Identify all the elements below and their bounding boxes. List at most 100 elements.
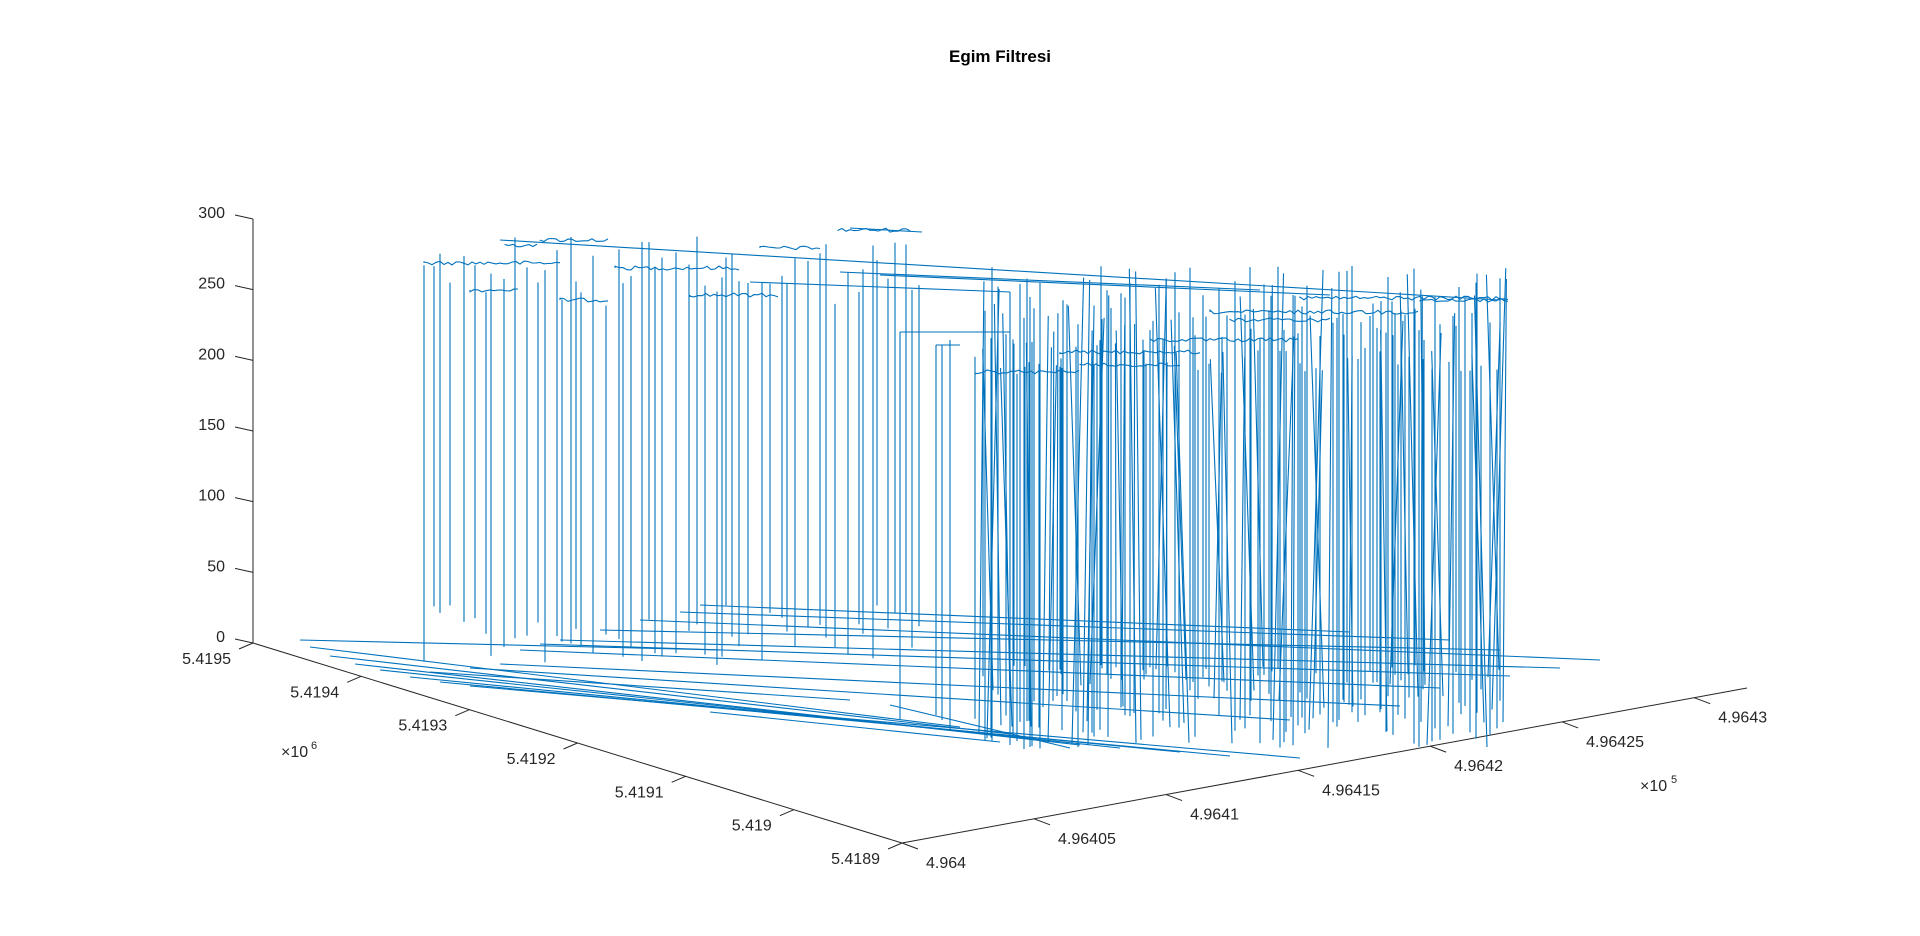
- z-tick-label: 0: [216, 629, 225, 646]
- z-tick-mark: [234, 567, 254, 573]
- elevation-spike: [1048, 347, 1052, 671]
- x-tick-mark: [1165, 794, 1183, 802]
- y-tick-label: 5.4194: [290, 684, 339, 701]
- elevation-spike: [1173, 345, 1187, 680]
- y-axis-multiplier: ×10 6: [281, 740, 317, 761]
- x-axis-line: [901, 687, 1748, 844]
- elevation-spike: [1290, 294, 1294, 717]
- data-series: [299, 227, 1601, 759]
- x-tick-label: 4.9642: [1454, 758, 1503, 775]
- plateau-line: [1149, 337, 1299, 343]
- z-tick-mark: [234, 285, 254, 291]
- z-tick-label: 100: [198, 488, 225, 505]
- x-tick-mark: [1561, 721, 1579, 729]
- y-tick-mark: [455, 709, 470, 717]
- elevation-spike: [1327, 288, 1333, 748]
- plateau-line: [689, 292, 779, 298]
- x-tick-label: 4.9643: [1718, 710, 1767, 727]
- axes: [252, 219, 1748, 844]
- elevation-spike: [1431, 351, 1444, 697]
- track-line: [469, 685, 1301, 759]
- elevation-spike: [1067, 305, 1082, 686]
- elevation-spike: [1042, 315, 1049, 708]
- elevation-spike: [1052, 331, 1055, 701]
- elevation-spike: [1165, 278, 1168, 667]
- z-tick-label: 300: [198, 205, 225, 222]
- z-tick-mark: [234, 426, 254, 432]
- elevation-spike: [1420, 289, 1426, 685]
- z-tick-label: 50: [207, 558, 225, 575]
- elevation-spike: [1399, 292, 1409, 675]
- plateau-line: [1209, 308, 1419, 315]
- z-tick-mark: [234, 497, 254, 503]
- plateau-line: [559, 297, 609, 303]
- elevation-spike: [1239, 296, 1255, 691]
- elevation-spike: [1087, 330, 1093, 746]
- elevation-spike: [1252, 308, 1264, 667]
- elevation-spike: [1309, 315, 1325, 708]
- plateau-line: [423, 260, 561, 266]
- track-line: [469, 667, 1291, 721]
- y-tick-mark: [563, 742, 578, 750]
- plateau-line: [1419, 297, 1509, 303]
- elevation-spike: [1121, 324, 1126, 680]
- plateau-line: [539, 237, 609, 243]
- track-line: [299, 639, 721, 651]
- track-line: [439, 681, 1231, 757]
- track-line: [849, 227, 923, 233]
- x-ticks: 4.964 4.96405 4.9641 4.96415 4.9642 4.96425 4.…: [901, 697, 1767, 872]
- elevation-spike: [1128, 268, 1137, 743]
- elevation-spike: [1170, 319, 1185, 723]
- track-line: [309, 646, 961, 728]
- elevation-spike: [1025, 342, 1032, 727]
- plateau-line: [1229, 317, 1331, 323]
- z-ticks: 0 50 100 150 200 250 300: [198, 205, 254, 646]
- x-tick-label: 4.96415: [1322, 782, 1380, 799]
- elevation-spike: [1347, 357, 1354, 707]
- z-tick-label: 150: [198, 417, 225, 434]
- elevation-spike: [1502, 279, 1507, 723]
- elevation-spike: [1485, 274, 1500, 670]
- y-multiplier-base: 10: [290, 744, 308, 761]
- x-tick-label: 4.964: [926, 855, 966, 872]
- svg-text:×10: ×10: [1640, 778, 1667, 795]
- x-axis-multiplier: ×10 5: [1640, 774, 1677, 795]
- z-tick-mark: [234, 214, 254, 220]
- elevation-spike: [1491, 268, 1507, 710]
- elevation-spike: [1154, 288, 1171, 728]
- y-tick-label: 5.4192: [507, 751, 556, 768]
- elevation-spike: [1135, 271, 1142, 740]
- plateau-line: [759, 245, 821, 251]
- plateau-line: [974, 369, 1080, 375]
- z-tick-mark: [234, 355, 254, 361]
- track-line: [879, 274, 1331, 296]
- elevation-spike: [1426, 333, 1442, 745]
- y-tick-mark: [779, 809, 795, 817]
- y-tick-mark: [671, 775, 686, 783]
- x-multiplier-base: 10: [1649, 778, 1667, 795]
- elevation-spike: [1471, 354, 1485, 723]
- x-tick-mark: [1429, 745, 1447, 753]
- elevation-spike: [1209, 359, 1225, 683]
- elevation-spike: [1380, 329, 1388, 731]
- x-tick-mark: [1694, 697, 1711, 705]
- y-tick-label: 5.4189: [831, 851, 880, 868]
- plateau-line: [1079, 362, 1181, 368]
- y-tick-label: 5.4193: [398, 718, 447, 735]
- x-tick-label: 4.96405: [1058, 831, 1116, 848]
- plateau-line: [504, 243, 538, 248]
- y-tick-label: 5.4191: [615, 784, 664, 801]
- elevation-spike: [993, 303, 1002, 726]
- elevation-spike: [1082, 279, 1091, 733]
- y-tick-mark: [346, 675, 362, 683]
- track-line: [329, 655, 1011, 735]
- elevation-spike: [1292, 295, 1296, 746]
- y-ticks: 5.4189 5.419 5.4191 5.4192 5.4193 5.4194 5.419…: [182, 642, 903, 868]
- elevation-spike: [1133, 323, 1136, 714]
- svg-text:×10: ×10: [281, 744, 308, 761]
- x-tick-mark: [1033, 818, 1051, 826]
- elevation-spike: [1114, 343, 1117, 668]
- y-tick-label: 5.4195: [182, 651, 231, 668]
- elevation-spike: [1175, 352, 1190, 743]
- elevation-spike: [1047, 365, 1057, 743]
